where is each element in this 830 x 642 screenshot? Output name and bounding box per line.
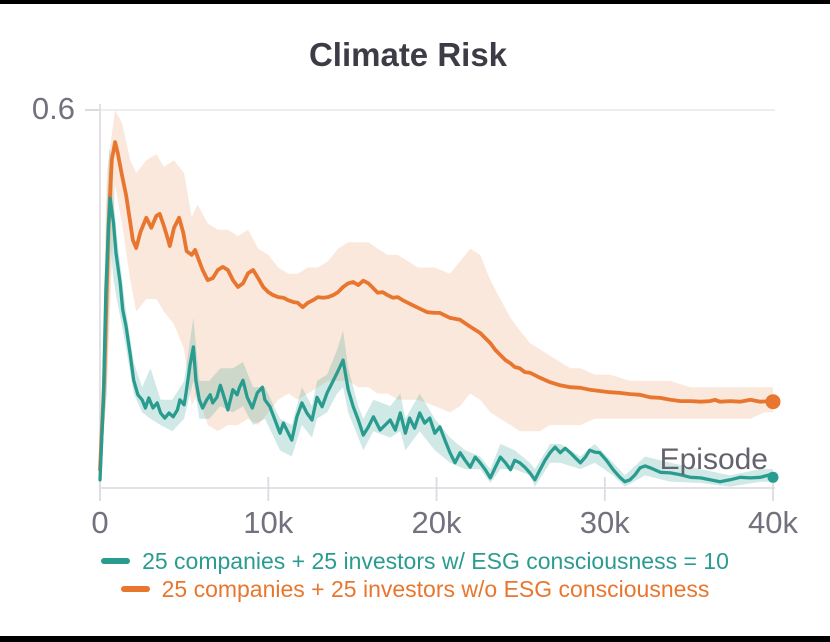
bottom-border bbox=[0, 636, 830, 642]
legend: 25 companies + 25 investors w/ ESG consc… bbox=[0, 548, 830, 602]
x-tick-label-20k: 20k bbox=[411, 505, 462, 540]
chart-title: Climate Risk bbox=[308, 36, 508, 73]
x-tick-label-40k: 40k bbox=[748, 505, 798, 540]
end-marker-orange bbox=[765, 394, 781, 410]
legend-dash-teal-icon bbox=[101, 558, 131, 564]
legend-label-with-esg: 25 companies + 25 investors w/ ESG consc… bbox=[142, 548, 729, 574]
legend-label-without-esg: 25 companies + 25 investors w/o ESG cons… bbox=[161, 576, 710, 602]
band-without-esg bbox=[100, 110, 773, 476]
legend-item-without-esg[interactable]: 25 companies + 25 investors w/o ESG cons… bbox=[120, 576, 710, 602]
x-tick-label-10k: 10k bbox=[243, 505, 294, 540]
x-axis-title: Episode bbox=[659, 443, 768, 476]
legend-item-with-esg[interactable]: 25 companies + 25 investors w/ ESG consc… bbox=[101, 548, 729, 574]
top-border bbox=[0, 0, 830, 4]
x-tick-label-30k: 30k bbox=[579, 505, 630, 540]
end-marker-teal bbox=[767, 471, 779, 483]
series-line-with-esg bbox=[98, 196, 775, 484]
legend-dash-orange-icon bbox=[120, 586, 150, 592]
y-axis-tick-label: 0.6 bbox=[31, 91, 75, 126]
series-line-without-esg bbox=[98, 140, 775, 472]
x-tick-label-0: 0 bbox=[91, 505, 109, 540]
